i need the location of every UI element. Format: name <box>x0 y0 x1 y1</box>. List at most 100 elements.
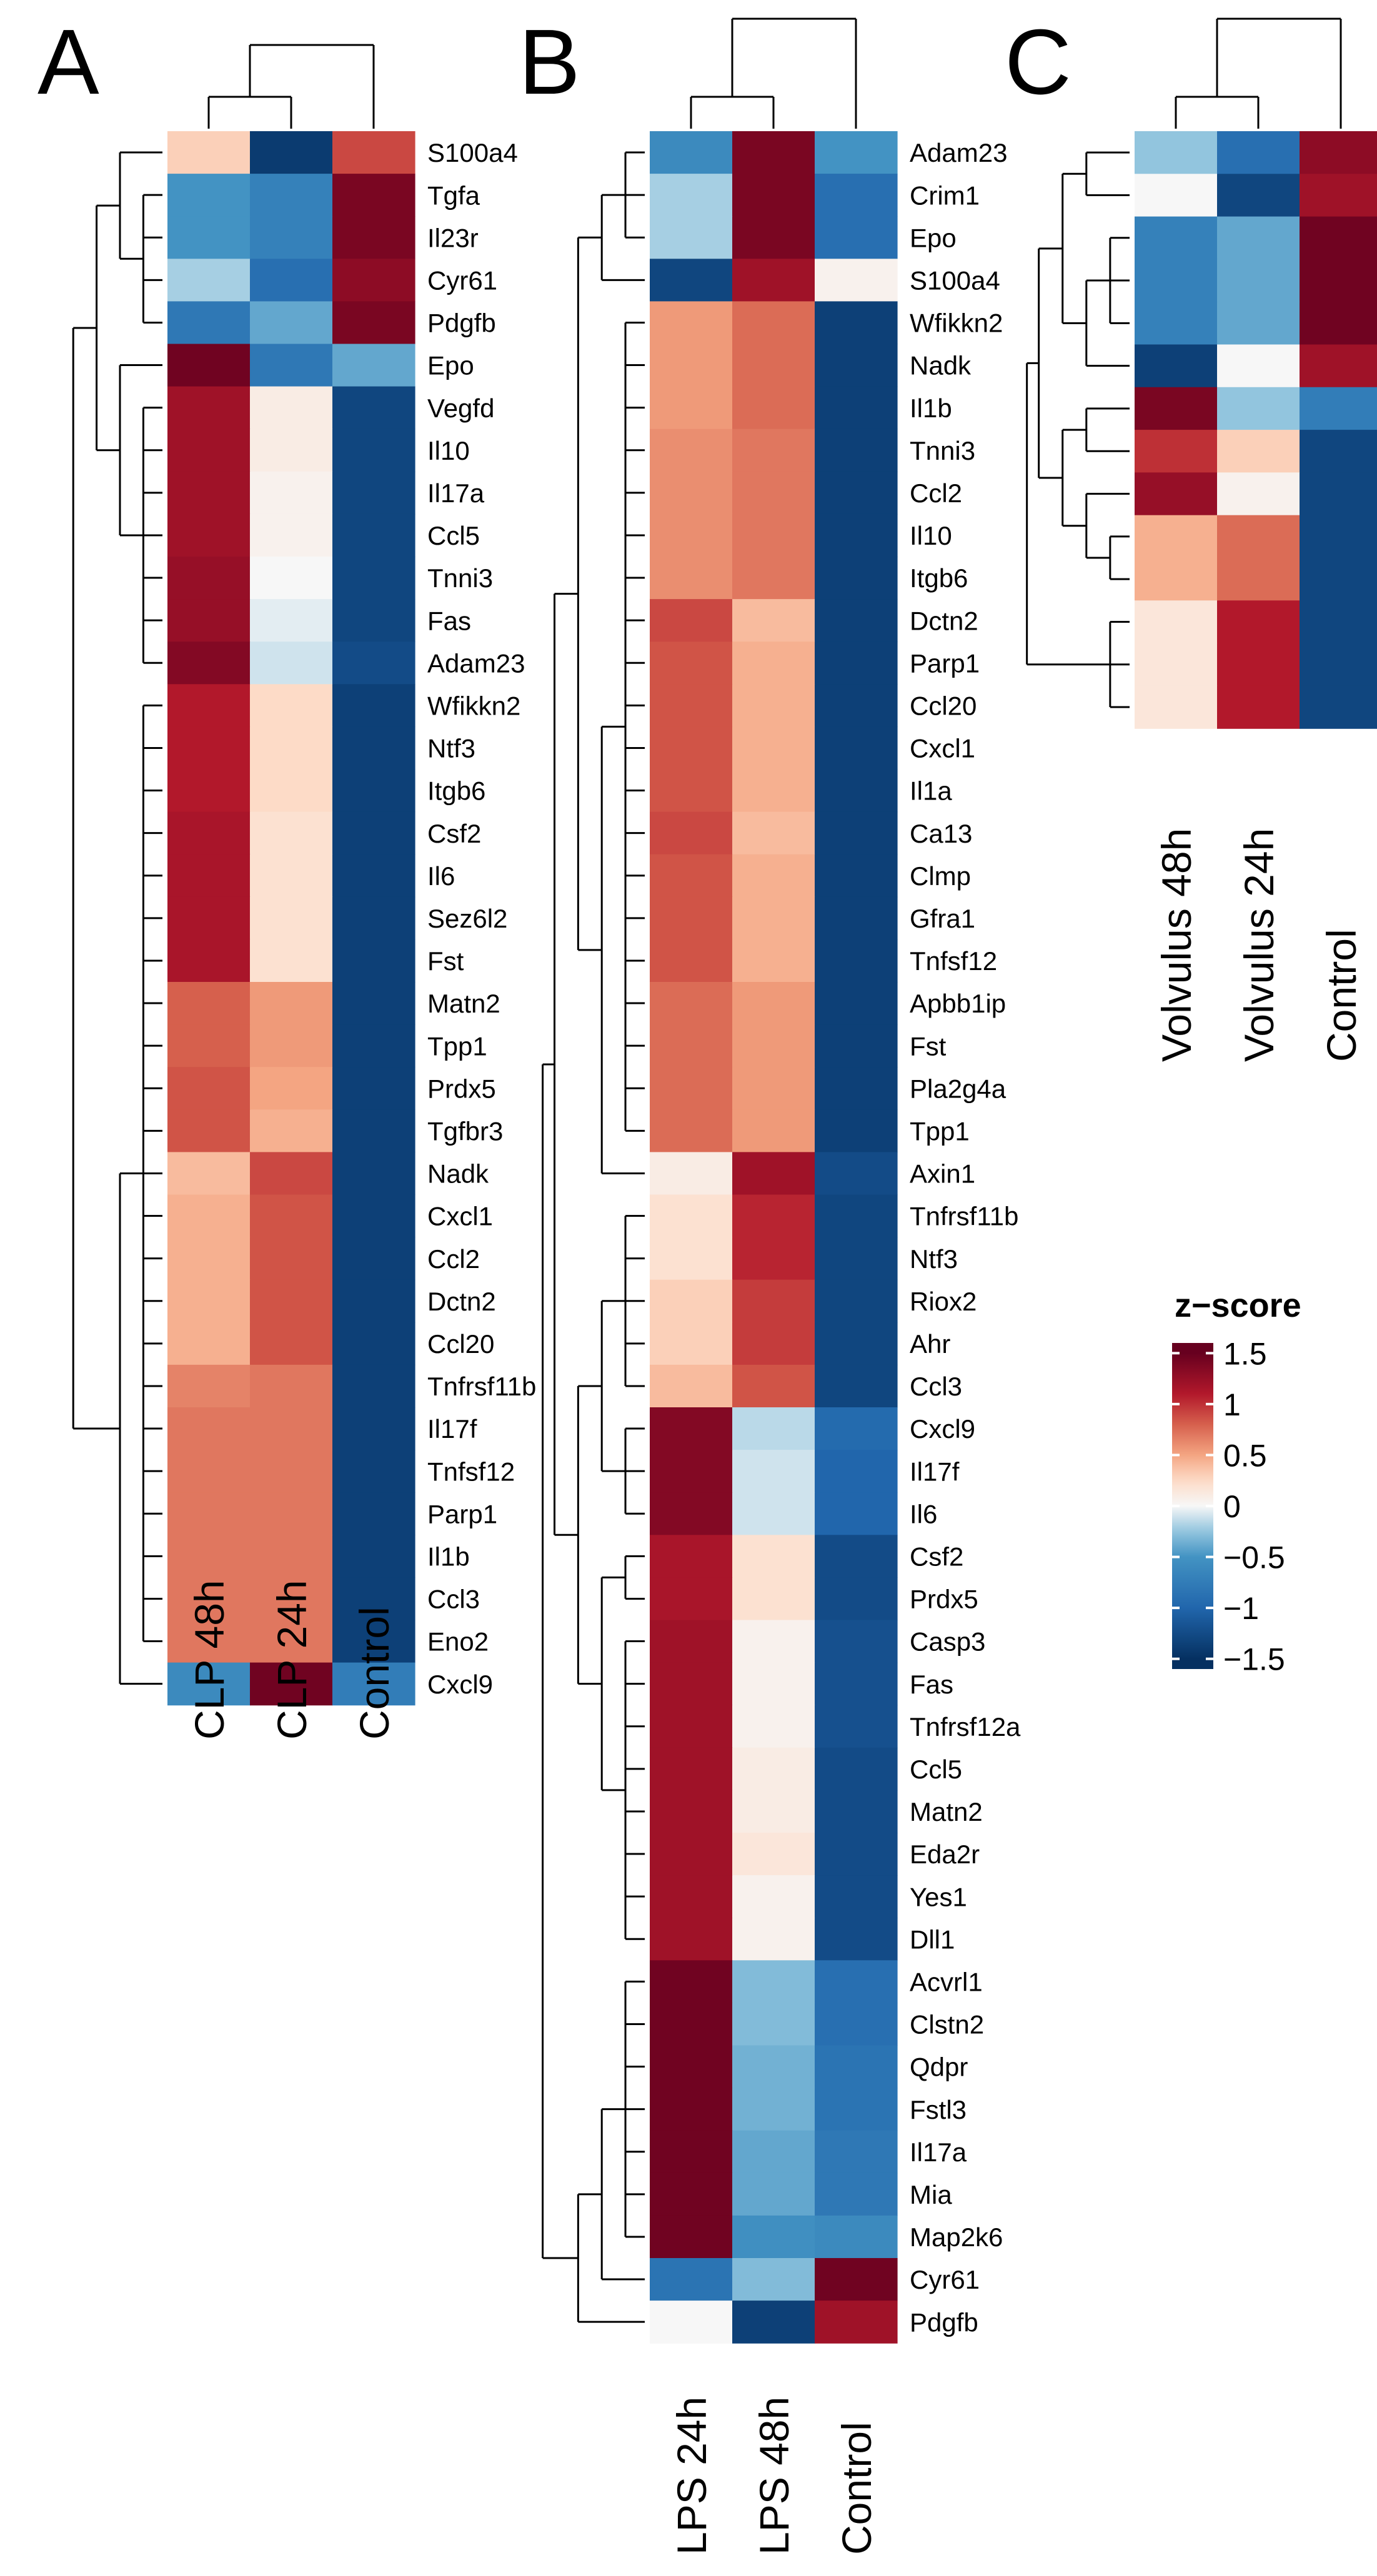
heatmap-cell <box>650 386 733 430</box>
heatmap-cell <box>332 726 415 770</box>
row-label: Dctn2 <box>427 1287 496 1316</box>
legend-tick-label: 1 <box>1223 1387 1241 1422</box>
heatmap-cell <box>650 1364 733 1408</box>
heatmap-cell <box>815 854 898 898</box>
heatmap-cell <box>815 1662 898 1706</box>
heatmap-cell <box>732 429 815 472</box>
heatmap-cell <box>332 982 415 1025</box>
heatmap-cell <box>815 2088 898 2131</box>
heatmap-cell <box>1217 216 1300 260</box>
heatmap-cell <box>650 1747 733 1791</box>
heatmap-cell <box>332 854 415 898</box>
heatmap-cell <box>815 811 898 855</box>
row-label: S100a4 <box>427 138 518 167</box>
heatmap-cell <box>167 131 251 174</box>
heatmap-cell <box>815 513 898 557</box>
row-label: Eno2 <box>427 1627 489 1657</box>
heatmap-cell <box>1300 344 1377 388</box>
heatmap-cell <box>332 1407 415 1450</box>
row-label: Adam23 <box>910 138 1007 167</box>
heatmap-cell <box>815 1535 898 1578</box>
heatmap-cell <box>732 174 815 217</box>
row-label: Matn2 <box>427 989 500 1018</box>
heatmap-cell <box>250 174 333 217</box>
heatmap-cell <box>250 1067 333 1110</box>
legend-tick-label: −1.5 <box>1223 1642 1285 1677</box>
heatmap-cell <box>732 2130 815 2174</box>
heatmap-cell <box>250 1194 333 1238</box>
heatmap-cell <box>250 1620 333 1663</box>
heatmap-cell <box>815 939 898 983</box>
heatmap-cell <box>167 1662 251 1706</box>
heatmap-cell <box>815 2045 898 2089</box>
row-label: Prdx5 <box>910 1585 978 1614</box>
heatmap-cell <box>1300 387 1377 430</box>
heatmap-cell <box>732 1705 815 1748</box>
heatmap-cell <box>732 642 815 685</box>
column-labels: LPS 24h LPS 48h Control <box>669 2397 880 2555</box>
panel-c-title: C <box>1005 11 1071 114</box>
heatmap-cell <box>650 1322 733 1365</box>
row-label: Pdgfb <box>427 309 496 338</box>
heatmap-cell <box>167 259 251 302</box>
heatmap-cell <box>250 429 333 472</box>
column-label: Control <box>833 2422 880 2555</box>
heatmap-cell <box>1135 558 1218 601</box>
heatmap-cell <box>332 471 415 515</box>
row-label: Ccl5 <box>910 1755 962 1784</box>
heatmap-cell <box>732 1918 815 1961</box>
heatmap-cell <box>650 811 733 855</box>
heatmap-cell <box>1135 600 1218 644</box>
heatmap-cell <box>732 982 815 1025</box>
heatmap-cells <box>1135 131 1377 729</box>
legend-tick-label: 0.5 <box>1223 1438 1267 1473</box>
panel-a-title: A <box>37 11 99 114</box>
row-label: Ccl2 <box>910 478 962 508</box>
row-label: Il17f <box>427 1414 477 1444</box>
row-label: Clstn2 <box>910 2010 984 2039</box>
heatmap-cell <box>815 1790 898 1833</box>
heatmap-cell <box>332 1492 415 1535</box>
row-label: Prdx5 <box>427 1074 496 1103</box>
row-label: Tgfa <box>427 181 480 210</box>
row-label: Matn2 <box>910 1797 983 1826</box>
heatmap-cell <box>815 259 898 302</box>
heatmap-cell <box>650 1620 733 1663</box>
heatmap-cell <box>332 1237 415 1281</box>
row-label: Eda2r <box>910 1840 980 1869</box>
heatmap-cell <box>815 1109 898 1152</box>
column-dendrogram <box>690 17 857 129</box>
legend-tick-label: −1 <box>1223 1591 1259 1626</box>
heatmap-cell <box>650 1194 733 1238</box>
heatmap-cell <box>650 1152 733 1196</box>
row-label: Pdgfb <box>910 2307 978 2337</box>
heatmap-cell <box>815 982 898 1025</box>
heatmap-cell <box>250 1535 333 1578</box>
heatmap-cell <box>815 2003 898 2046</box>
row-label: Acvrl1 <box>910 1967 983 1996</box>
heatmap-cell <box>650 131 733 174</box>
heatmap-cell <box>250 344 333 387</box>
heatmap-cell <box>1217 558 1300 601</box>
heatmap-cell <box>650 2045 733 2089</box>
heatmap-cell <box>167 1535 251 1578</box>
heatmap-cell <box>250 1407 333 1450</box>
row-label: Gfra1 <box>910 904 975 933</box>
heatmap-cell <box>815 599 898 642</box>
row-label: Fst <box>910 1031 947 1061</box>
heatmap-cell <box>732 216 815 259</box>
heatmap-cell <box>732 259 815 302</box>
heatmap-cell <box>332 344 415 387</box>
heatmap-cell <box>732 2215 815 2259</box>
row-label: Il17a <box>427 478 485 508</box>
heatmap-cell <box>1300 685 1377 729</box>
heatmap-cell <box>332 1194 415 1238</box>
heatmap-cell <box>250 1364 333 1408</box>
heatmap-cell <box>250 386 333 430</box>
heatmap-cell <box>167 599 251 642</box>
heatmap-cell <box>815 1152 898 1196</box>
row-label: Ccl20 <box>427 1329 494 1359</box>
legend-title: z−score <box>1175 1287 1301 1324</box>
heatmap-cell <box>1135 472 1218 516</box>
heatmap-cell <box>650 599 733 642</box>
